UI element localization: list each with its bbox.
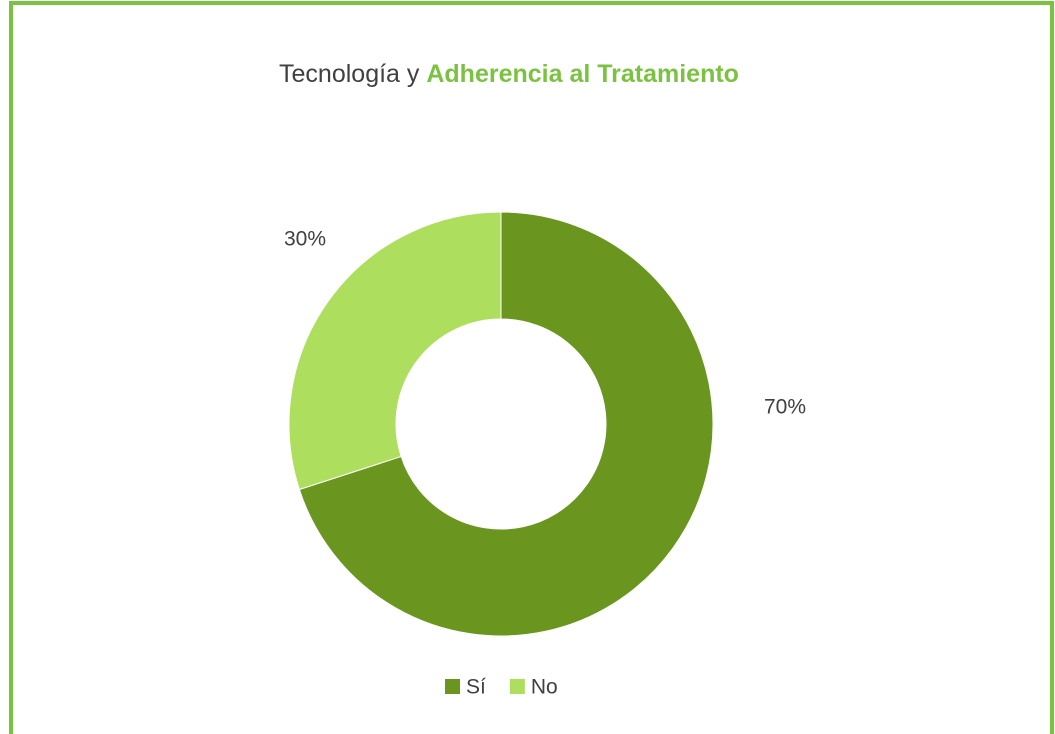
chart-title: Tecnología y Adherencia al Tratamiento [279, 60, 739, 88]
legend-swatch [445, 679, 460, 694]
title-highlight: Adherencia al Tratamiento [426, 60, 739, 88]
donut-slice [288, 211, 502, 491]
legend-label: No [531, 676, 558, 699]
legend-label: Sí [466, 676, 486, 699]
data-label: 30% [284, 228, 326, 251]
data-label: 70% [764, 396, 806, 419]
title-part: Tecnología y [279, 60, 420, 88]
donut-slice [298, 211, 714, 637]
frame [9, 1, 1054, 734]
legend-swatch [509, 679, 525, 694]
